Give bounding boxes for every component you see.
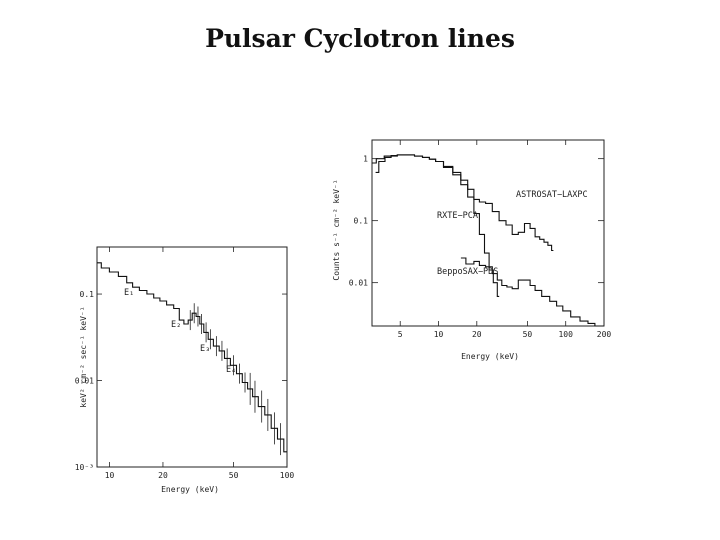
right-tick-labels: 5 10 20 50 100 200 1 0.1 0.01 <box>349 155 612 339</box>
beppo-sax-pds-line <box>460 257 604 327</box>
right-y-axis-label: Counts s⁻¹ cm⁻² keV⁻¹ <box>332 179 341 280</box>
right-x-tick-label: 50 <box>523 330 533 339</box>
left-x-axis-label: Energy (keV) <box>161 485 219 494</box>
left-x-tick-label: 10 <box>105 471 115 480</box>
right-x-tick-label: 200 <box>597 330 612 339</box>
left-annotation-e1: E₁ <box>124 288 134 298</box>
left-x-tick-label: 100 <box>280 471 295 480</box>
left-tick-labels: 10 20 50 100 0.1 0.01 10⁻³ <box>75 290 295 480</box>
astrosat-laxpc-line <box>375 154 554 252</box>
left-y-tick-label: 10⁻³ <box>75 463 94 472</box>
right-y-tick-label: 1 <box>363 155 368 164</box>
left-x-tick-label: 50 <box>229 471 239 480</box>
left-annotation-e4: E₄ <box>226 365 236 375</box>
right-y-tick-label: 0.01 <box>349 279 368 288</box>
right-x-tick-label: 5 <box>398 330 403 339</box>
right-x-axis-label: Energy (keV) <box>461 352 519 361</box>
left-y-tick-label: 0.01 <box>75 377 94 386</box>
legend-rxte-pca: RXTE−PCA <box>437 211 478 221</box>
legend-beppo-sax-pds: BeppoSAX−PDS <box>437 267 498 277</box>
right-x-tick-label: 10 <box>434 330 444 339</box>
right-x-tick-label: 100 <box>558 330 573 339</box>
right-axis-ticks <box>372 140 605 326</box>
left-y-tick-label: 0.1 <box>80 290 95 299</box>
right-x-tick-label: 20 <box>472 330 482 339</box>
rxte-pca-line <box>372 154 500 297</box>
left-plot-frame <box>96 246 288 468</box>
left-y-axis-label: keV² cm⁻² sec⁻¹ keV⁻¹ <box>79 306 88 407</box>
left-spectrum-line <box>97 262 287 453</box>
legend-astrosat-laxpc: ASTROSAT−LAXPC <box>516 190 588 200</box>
slide-title: Pulsar Cyclotron lines <box>205 24 515 53</box>
right-y-tick-label: 0.1 <box>354 217 369 226</box>
left-x-tick-label: 20 <box>158 471 168 480</box>
left-annotation-e2: E₂ <box>171 320 181 330</box>
right-plot-frame <box>371 139 605 327</box>
left-annotation-e3: E₃ <box>200 344 210 354</box>
